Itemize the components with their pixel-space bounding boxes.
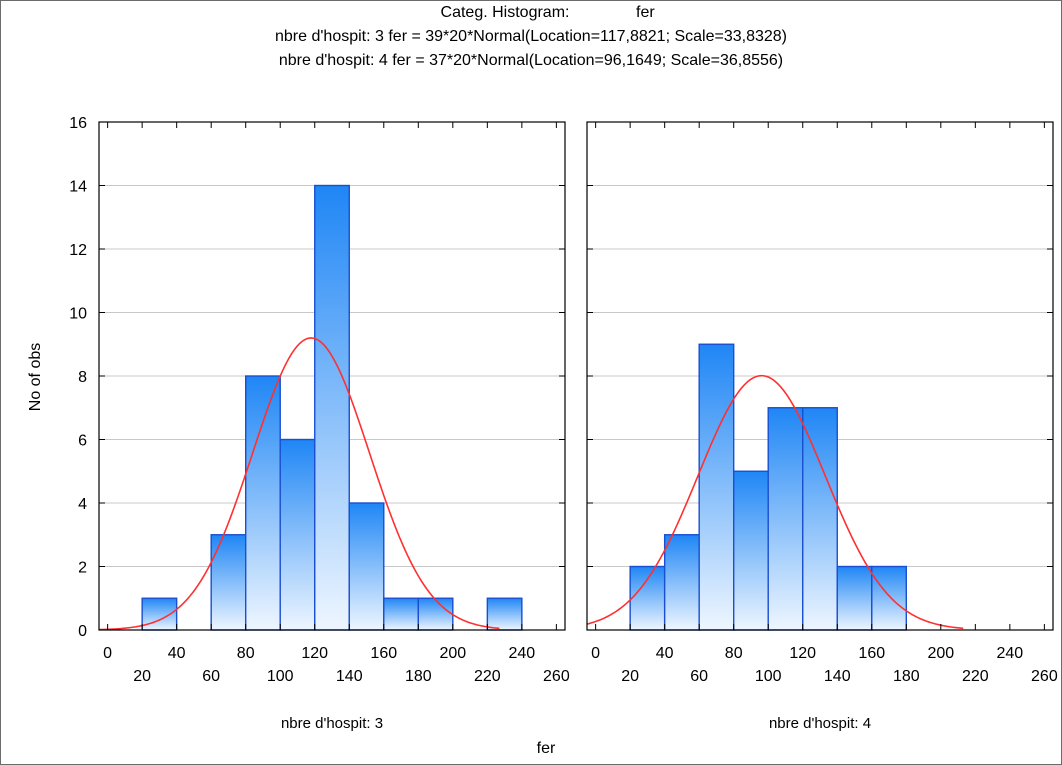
y-tick-label: 10 (69, 306, 87, 323)
x-tick-label: 160 (370, 645, 397, 662)
x-tick-label: 120 (301, 645, 328, 662)
histogram-bar (348, 502, 385, 631)
y-tick-label: 12 (69, 242, 87, 259)
x-tick-label: 20 (621, 668, 639, 685)
histogram-bar (210, 534, 247, 631)
x-tick-label: 80 (725, 645, 743, 662)
y-tick-label: 4 (78, 496, 87, 513)
histogram-bar (486, 597, 523, 631)
histogram-bar (698, 343, 735, 631)
histogram-bar (417, 597, 454, 631)
histogram-bar (663, 534, 700, 631)
x-tick-label: 60 (202, 668, 220, 685)
x-tick-label: 140 (824, 668, 851, 685)
y-tick-label: 16 (69, 115, 87, 132)
x-tick-label: 200 (927, 645, 954, 662)
histogram-bar (733, 470, 769, 631)
y-tick-label: 8 (78, 369, 87, 386)
x-tick-label: 240 (509, 645, 536, 662)
histogram-bar (314, 184, 350, 631)
histogram-bar (802, 407, 838, 631)
x-tick-label: 220 (962, 668, 989, 685)
x-tick-label: 100 (755, 668, 782, 685)
x-tick-label: 160 (858, 645, 885, 662)
x-tick-label: 20 (133, 668, 151, 685)
histogram-bar (767, 407, 804, 631)
x-tick-label: 120 (789, 645, 816, 662)
histogram-panel-1: 0 40 80 120 160 200 240 20 60 100 140 180 220 260 nbre… (98, 121, 570, 732)
histogram-bar (245, 375, 281, 631)
histogram-panel-2: 0 40 80 120 160 200 240 20 60 100 140 180 220 260 nbre… (586, 121, 1058, 732)
x-tick-label: 180 (405, 668, 432, 685)
y-axis-label: No of obs (27, 343, 44, 411)
chart-title: Categ. Histogram: (441, 4, 570, 21)
x-tick-label: 60 (690, 668, 708, 685)
chart-subtitle-2: nbre d'hospit: 4 fer = 37*20*Normal(Loca… (279, 52, 783, 69)
histogram-bar (871, 565, 907, 631)
normal-fit-curve (98, 337, 500, 631)
y-tick-label: 2 (78, 560, 87, 577)
x-tick-label: 40 (168, 645, 186, 662)
panel-condition-label: nbre d'hospit: 4 (769, 715, 871, 732)
x-tick-label: 80 (237, 645, 255, 662)
x-tick-label: 0 (103, 645, 112, 662)
chart-title-variable: fer (636, 4, 655, 21)
x-axis-label: fer (537, 740, 556, 757)
histogram-bar (836, 565, 873, 631)
x-tick-label: 220 (474, 668, 501, 685)
y-tick-label: 14 (69, 179, 87, 196)
y-tick-label: 0 (78, 623, 87, 640)
histogram-bar (383, 597, 419, 631)
x-tick-label: 0 (591, 645, 600, 662)
x-tick-label: 40 (656, 645, 674, 662)
x-tick-label: 260 (543, 668, 570, 685)
histogram-bar (279, 438, 316, 631)
x-tick-label: 100 (267, 668, 294, 685)
x-tick-label: 240 (997, 645, 1024, 662)
normal-fit-curve (586, 374, 964, 630)
y-axis-tick-labels: 0 2 4 6 8 10 12 14 16 (69, 115, 87, 640)
x-tick-label: 180 (893, 668, 920, 685)
x-tick-label: 140 (336, 668, 363, 685)
y-tick-label: 6 (78, 433, 87, 450)
x-tick-label: 260 (1031, 668, 1058, 685)
chart-subtitle-1: nbre d'hospit: 3 fer = 39*20*Normal(Loca… (275, 28, 787, 45)
panel-condition-label: nbre d'hospit: 3 (281, 715, 383, 732)
histogram-bar (629, 565, 666, 631)
x-tick-label: 200 (439, 645, 466, 662)
